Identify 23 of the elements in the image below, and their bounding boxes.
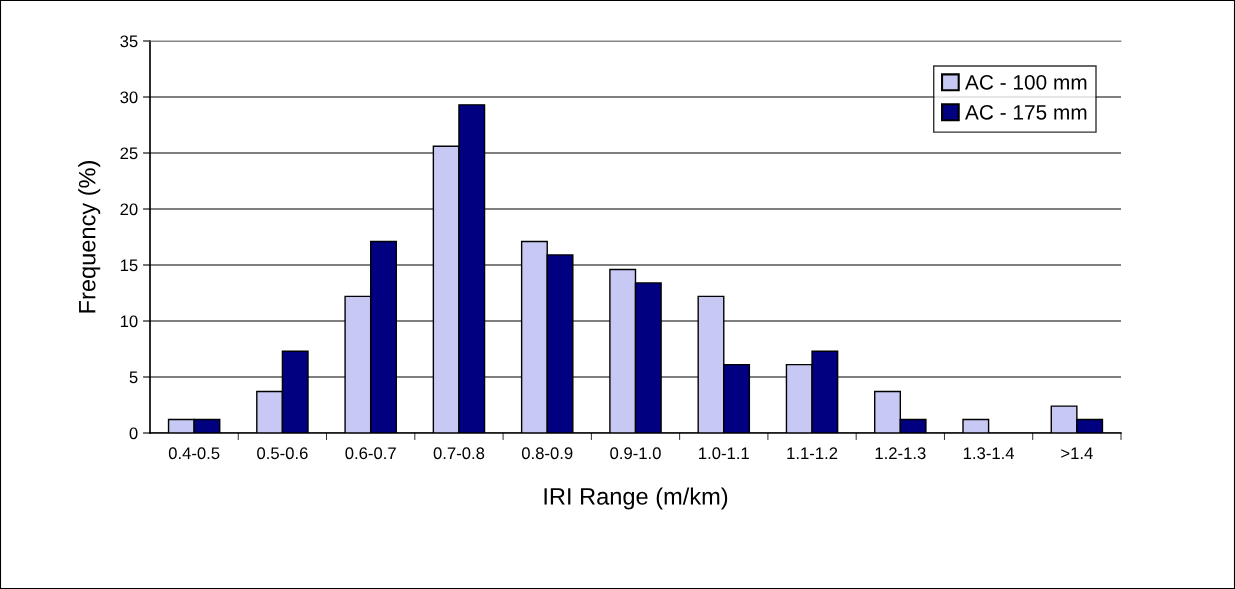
y-tick-label: 25 — [120, 147, 138, 160]
legend-label: AC - 175 mm — [965, 104, 1087, 120]
x-tick-label: 0.6-0.7 — [345, 447, 396, 460]
x-tick-label: 0.5-0.6 — [257, 447, 308, 460]
legend-label: AC - 100 mm — [965, 74, 1087, 90]
y-tick-label: 10 — [120, 315, 138, 328]
y-tick-label: 20 — [120, 203, 138, 216]
y-tick-label: 5 — [129, 371, 138, 384]
y-tick-label: 35 — [120, 35, 138, 48]
x-tick-label: 0.9-1.0 — [610, 447, 661, 460]
y-axis-title: Frequency (%) — [78, 161, 101, 313]
y-tick-label: 15 — [120, 259, 138, 272]
x-tick-label: 0.4-0.5 — [168, 447, 220, 460]
x-tick-label: 1.1-1.2 — [787, 447, 838, 459]
x-tick-label: 0.8-0.9 — [521, 447, 573, 460]
x-tick-label: 0.7-0.8 — [433, 447, 485, 460]
y-tick-label: 0 — [129, 427, 138, 440]
x-tick-label: 1.3-1.4 — [963, 447, 1015, 460]
x-axis-title: IRI Range (m/km) — [544, 487, 728, 510]
x-tick-label: >1.4 — [1061, 447, 1093, 459]
x-tick-label: 1.0-1.1 — [699, 447, 749, 460]
x-tick-label: 1.2-1.3 — [875, 447, 926, 460]
y-tick-label: 30 — [120, 91, 138, 104]
